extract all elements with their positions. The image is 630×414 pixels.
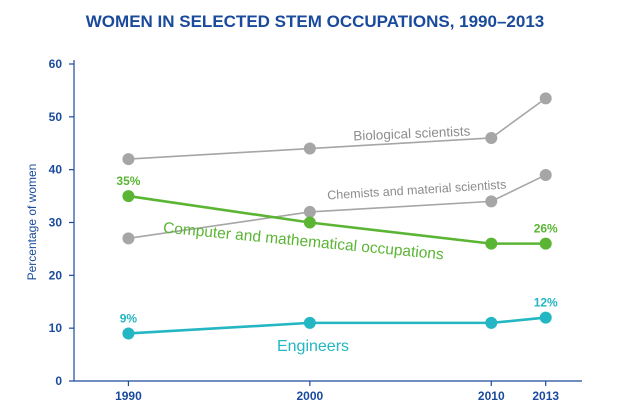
engineers-series-label: Engineers [277, 338, 349, 355]
biological-scientists-line [128, 97, 547, 160]
engineers-point [485, 316, 498, 329]
engineers-data-label: 9% [120, 311, 138, 325]
axes: 0 10 20 30 40 50 60 1990 2000 2010 2013 [49, 57, 582, 403]
x-tick-label: 2010 [478, 389, 505, 403]
chemists-material-scientists-point [485, 195, 498, 208]
biological-scientists-point [303, 142, 316, 155]
biological-scientists-point [485, 131, 498, 144]
y-tick-label: 10 [49, 321, 63, 335]
computer-math-occupations-data-label: 35% [116, 174, 140, 188]
engineers-line [128, 316, 546, 335]
computer-math-occupations-point [539, 237, 552, 250]
y-tick-label: 0 [55, 374, 62, 388]
y-tick-label: 30 [49, 216, 63, 230]
x-tick-label: 2000 [297, 389, 324, 403]
y-tick-label: 40 [49, 163, 63, 177]
computer-math-occupations-point [485, 237, 498, 250]
x-tick-label: 1990 [115, 389, 142, 403]
engineers-data-label: 12% [534, 296, 558, 310]
biological-scientists-series-label: Biological scientists [353, 123, 471, 143]
engineers-point [539, 311, 552, 324]
x-tick-label: 2013 [532, 389, 559, 403]
computer-math-occupations-data-label: 26% [534, 222, 558, 236]
chemists-material-scientists-line [128, 174, 547, 240]
engineers-point [122, 327, 135, 340]
biological-scientists-point [539, 92, 552, 105]
computer-math-occupations-point [122, 190, 135, 203]
y-tick-label: 60 [49, 57, 63, 71]
biological-scientists-point [122, 153, 135, 166]
y-axis-label: Percentage of women [25, 164, 39, 281]
y-tick-label: 20 [49, 268, 63, 282]
series-layer [122, 92, 552, 340]
computer-math-occupations-series-label: Computer and mathematical occupations [162, 220, 444, 264]
chemists-material-scientists-series-label: Chemists and material scientists [327, 178, 507, 203]
chart-title: WOMEN IN SELECTED STEM OCCUPATIONS, 1990… [86, 12, 544, 31]
chemists-material-scientists-point [303, 205, 316, 218]
computer-math-occupations-line [128, 194, 546, 245]
computer-math-occupations-point [303, 216, 316, 229]
engineers-point [303, 316, 316, 329]
chemists-material-scientists-point [539, 168, 552, 181]
chemists-material-scientists-point [122, 232, 135, 245]
y-tick-label: 50 [49, 110, 63, 124]
